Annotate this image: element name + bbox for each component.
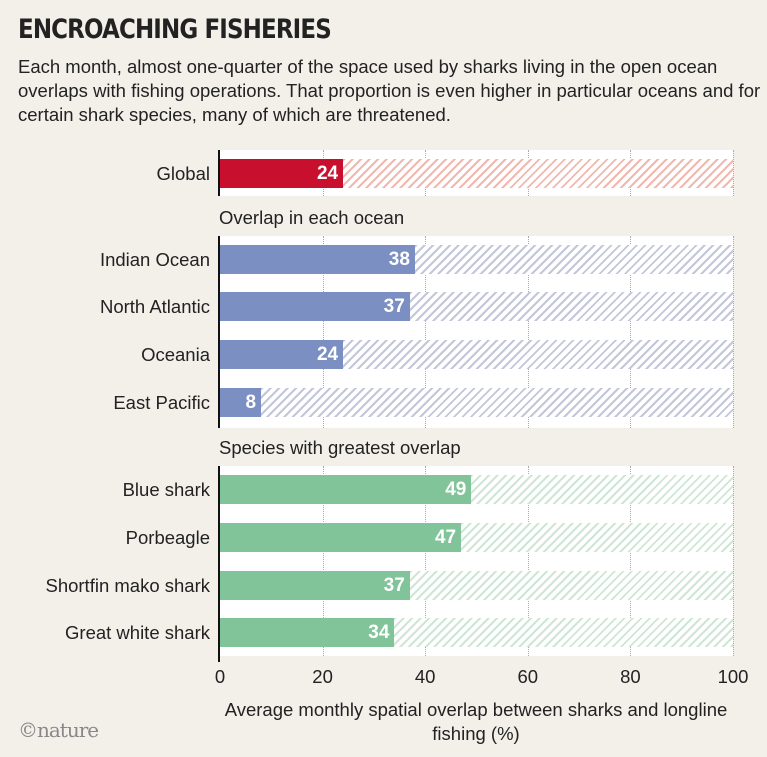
bar-value-label: 49 (445, 478, 467, 500)
chart-title: ENCROACHING FISHERIES (18, 14, 332, 45)
x-tick-label: 20 (312, 666, 333, 687)
bar-value-label: 37 (383, 295, 405, 317)
x-tick-label: 60 (517, 666, 539, 687)
bar-remainder-hatch (261, 387, 733, 417)
gridline (733, 466, 734, 656)
bar (220, 387, 262, 417)
bar (220, 522, 462, 552)
y-axis-line (218, 466, 220, 662)
category-label: North Atlantic (99, 295, 210, 317)
category-label: Great white shark (65, 621, 210, 643)
bar-value-label: 34 (368, 621, 390, 643)
bar-remainder-hatch (409, 570, 733, 600)
bar-value-label: 8 (245, 391, 257, 413)
bar-value-label: 24 (316, 162, 339, 184)
gridline (322, 466, 324, 656)
group-heading: Species with greatest overlap (219, 437, 461, 458)
category-label: East Pacific (113, 391, 210, 413)
bar-remainder-hatch (414, 244, 733, 274)
gridline (527, 236, 529, 428)
y-axis-line (218, 150, 220, 196)
category-label: Blue shark (122, 478, 210, 500)
bar-remainder-hatch (394, 617, 733, 647)
bar-remainder-hatch (461, 522, 733, 552)
bar (220, 474, 472, 504)
gridline (733, 236, 734, 428)
gridline (630, 236, 632, 428)
x-tick-label: 0 (214, 666, 226, 687)
x-tick-label: 80 (620, 666, 641, 687)
gridline (630, 466, 632, 656)
bar (220, 291, 410, 321)
gridline (322, 236, 324, 428)
chart-subtitle: Each month, almost one-quarter of the sp… (18, 56, 761, 125)
category-label: Indian Ocean (99, 248, 210, 270)
group-heading: Overlap in each ocean (219, 207, 405, 228)
bar-value-label: 37 (383, 574, 405, 596)
x-tick-label: 40 (414, 666, 436, 687)
category-label: Oceania (141, 343, 210, 365)
bar (220, 570, 410, 600)
x-tick-label: 100 (717, 666, 749, 687)
category-label: Porbeagle (125, 526, 210, 548)
bar-value-label: 38 (388, 248, 410, 270)
category-label: Global (156, 162, 210, 184)
bar-remainder-hatch (409, 291, 733, 321)
gridline (733, 150, 734, 196)
y-axis-line (218, 236, 220, 428)
bar-value-label: 24 (316, 343, 339, 365)
bar (220, 244, 415, 274)
bar-remainder-hatch (471, 474, 733, 504)
bar-remainder-hatch (343, 339, 733, 369)
gridline (425, 236, 427, 428)
bar (220, 617, 395, 647)
x-axis-label: Average monthly spatial overlap between … (224, 699, 728, 744)
bar (220, 339, 344, 369)
gridline (425, 466, 427, 656)
gridline (527, 466, 529, 656)
bar-remainder-hatch (343, 158, 733, 188)
category-label: Shortfin mako shark (45, 574, 210, 596)
bar (220, 158, 344, 188)
nature-logo: ©nature (18, 718, 99, 742)
bar-value-label: 47 (434, 526, 457, 548)
